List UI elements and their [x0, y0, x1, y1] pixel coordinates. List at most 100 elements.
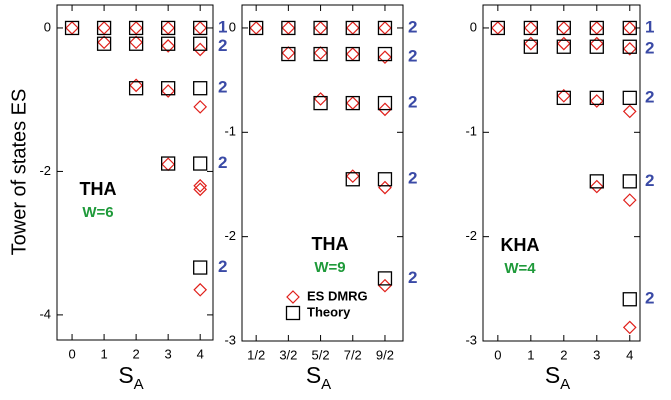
x-axis-label: SA [118, 362, 143, 393]
x-tick-label: 0 [494, 347, 501, 362]
square-marker [128, 81, 144, 96]
square-marker [313, 20, 328, 36]
width-label: W=4 [504, 260, 536, 277]
diamond-marker [556, 36, 571, 51]
square-marker [377, 20, 393, 36]
x-tick-label: 2 [560, 347, 567, 362]
x-tick-label: 1 [527, 347, 534, 362]
square-marker [589, 20, 604, 36]
y-tick-label: 0 [229, 19, 236, 34]
diamond-marker [345, 169, 360, 183]
square-marker [161, 36, 176, 51]
diamond-marker [378, 278, 392, 293]
diamond-marker [345, 47, 360, 61]
diamond-marker [97, 21, 111, 35]
diamond-marker [622, 104, 637, 119]
square-marker [96, 36, 112, 51]
diamond-marker [313, 46, 328, 60]
degeneracy-label: 2 [408, 268, 417, 287]
degeneracy-label: 2 [218, 153, 227, 172]
y-tick-label: -2 [224, 228, 236, 243]
diamond-marker [622, 320, 637, 335]
x-tick-label: 3 [593, 347, 600, 362]
diamond-marker [378, 21, 392, 35]
square-marker [161, 20, 176, 36]
square-marker [556, 20, 571, 36]
diamond-marker [65, 21, 79, 35]
square-marker [523, 20, 538, 36]
square-marker [622, 90, 637, 106]
legend-label: Theory [307, 304, 351, 319]
degeneracy-label: 2 [408, 93, 417, 112]
x-axis-label-main: S [306, 362, 321, 388]
diamond-marker [281, 21, 296, 35]
x-tick-label: 4 [626, 347, 633, 362]
width-label: W=9 [314, 259, 345, 276]
diamond-marker [193, 21, 208, 35]
square-marker [377, 95, 393, 111]
degeneracy-label: 1 [218, 17, 227, 36]
x-tick-label: 1 [100, 346, 107, 361]
plot-frame [241, 4, 404, 342]
x-tick-label: 0 [68, 346, 75, 361]
square-marker [161, 156, 176, 171]
legend-marker [286, 290, 300, 304]
diamond-marker [161, 157, 176, 172]
diamond-marker [589, 94, 604, 108]
diamond-marker [556, 88, 571, 103]
model-label: THA [80, 179, 117, 199]
y-tick-label: -3 [465, 332, 477, 347]
y-tick-label: -2 [39, 163, 51, 178]
diamond-marker [589, 21, 604, 35]
square-marker [345, 46, 360, 62]
square-marker [523, 39, 538, 54]
x-axis-label-subscript: A [321, 376, 331, 393]
diamond-marker [523, 36, 538, 51]
square-marker [622, 39, 637, 54]
diamond-marker [378, 180, 392, 195]
degeneracy-label: 2 [218, 78, 227, 97]
x-tick-label: 4 [197, 346, 204, 361]
diamond-marker [345, 96, 360, 110]
x-axis-label: SA [545, 362, 570, 393]
degeneracy-label: 2 [645, 289, 654, 308]
diamond-marker [345, 21, 360, 35]
x-tick-label: 3/2 [279, 347, 297, 362]
square-marker [589, 90, 604, 106]
degeneracy-label: 2 [408, 169, 417, 188]
x-axis-label: SA [306, 362, 331, 393]
diamond-marker [249, 21, 264, 35]
legend-label: ES DMRG [307, 288, 368, 303]
y-tick-label: -1 [465, 124, 477, 139]
square-marker [377, 172, 393, 187]
degeneracy-label: 2 [645, 171, 654, 190]
degeneracy-label: 2 [408, 17, 417, 36]
width-label: W=6 [82, 204, 113, 221]
diamond-marker [313, 92, 328, 106]
degeneracy-label: 2 [645, 87, 654, 106]
diamond-marker [161, 84, 176, 98]
y-tick-label: 0 [44, 19, 51, 34]
y-tick-label: 0 [470, 19, 477, 34]
square-marker [313, 95, 328, 111]
square-marker [556, 90, 571, 106]
square-marker [622, 174, 637, 189]
diamond-marker [523, 21, 538, 35]
diamond-marker [193, 182, 208, 197]
diamond-marker [193, 42, 208, 57]
degeneracy-label: 2 [645, 38, 654, 57]
x-tick-label: 3 [165, 346, 172, 361]
x-axis-label-main: S [545, 362, 560, 388]
degeneracy-label: 1 [645, 17, 654, 36]
square-marker [193, 20, 208, 36]
diamond-marker [556, 21, 571, 35]
plot-frame [56, 4, 214, 341]
square-marker [345, 20, 360, 36]
square-marker [249, 20, 264, 36]
x-tick-label: 1/2 [247, 347, 265, 362]
x-tick-label: 7/2 [344, 347, 362, 362]
square-marker [281, 46, 296, 62]
diamond-marker [193, 282, 208, 297]
degeneracy-label: 2 [408, 47, 417, 66]
